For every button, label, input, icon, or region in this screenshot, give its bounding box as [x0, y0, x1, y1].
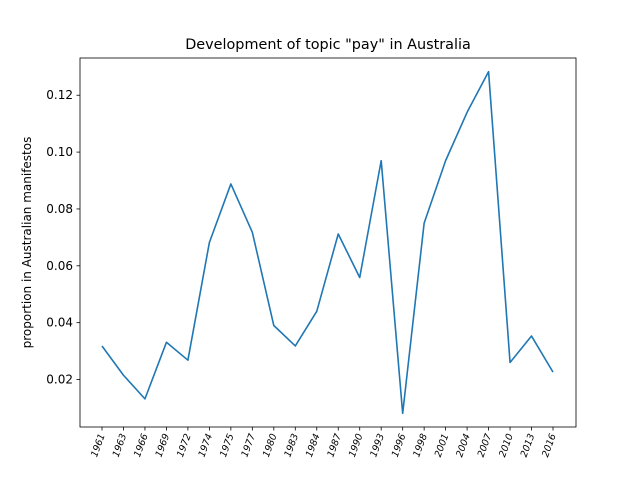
x-tick-label: 1977	[240, 432, 259, 458]
x-tick-label: 1996	[390, 432, 409, 458]
x-tick-label: 2004	[454, 432, 473, 458]
y-axis-ticks: 0.02 0.04 0.06 0.08 0.10 0.12	[46, 88, 80, 387]
x-axis-ticks: 1961 1963 1966 1969 1972 1974 1975 1977 1980 1983…	[89, 427, 559, 459]
x-tick-label: 1961	[89, 432, 108, 458]
x-tick-label: 2016	[540, 432, 559, 458]
x-tick-label: 2013	[519, 432, 538, 458]
x-tick-label: 1987	[325, 432, 344, 458]
x-tick-label: 1998	[411, 432, 430, 458]
chart-title: Development of topic "pay" in Australia	[185, 37, 471, 53]
y-tick-label: 0.10	[46, 145, 73, 159]
y-tick-label: 0.02	[46, 373, 73, 387]
x-tick-label: 1975	[218, 432, 237, 458]
y-tick-label: 0.04	[46, 316, 73, 330]
x-tick-label: 2010	[497, 432, 516, 458]
x-tick-label: 1963	[111, 432, 130, 458]
x-tick-label: 1993	[368, 432, 387, 458]
x-tick-label: 1990	[347, 432, 366, 458]
x-tick-label: 1983	[282, 432, 301, 458]
x-tick-label: 1972	[175, 432, 194, 458]
x-tick-label: 2007	[476, 432, 495, 458]
y-tick-label: 0.12	[46, 88, 73, 102]
y-tick-label: 0.08	[46, 202, 73, 216]
series-layer	[101, 70, 554, 415]
plot-frame	[79, 57, 577, 428]
x-tick-label: 1966	[132, 432, 151, 458]
x-tick-label: 1980	[261, 432, 280, 458]
y-tick-label: 0.06	[46, 259, 73, 273]
x-tick-label: 1969	[154, 432, 173, 458]
x-tick-label: 2001	[433, 432, 452, 458]
y-axis-label: proportion in Australian manifestos	[20, 137, 34, 349]
x-tick-label: 1984	[304, 432, 323, 458]
x-tick-label: 1974	[197, 432, 216, 458]
series-line	[101, 70, 554, 415]
